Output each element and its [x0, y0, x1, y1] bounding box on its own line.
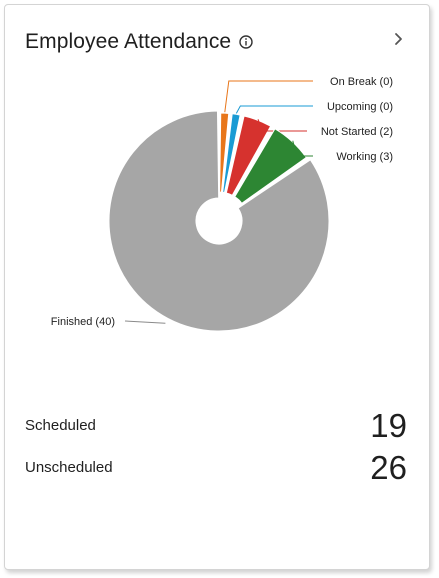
data-label-working: Working (3): [336, 151, 393, 163]
leader-line-finished: [124, 320, 166, 324]
donut-slice-not-started[interactable]: [225, 115, 272, 196]
data-label-on-break: On Break (0): [330, 76, 393, 88]
leader-line-not-started: [257, 119, 307, 132]
employee-attendance-card: Employee Attendance On Break (0) Upcoming…: [4, 4, 430, 570]
data-label-not-started: Not Started (2): [321, 126, 393, 138]
leader-line-upcoming: [235, 105, 313, 114]
donut-slice-finished[interactable]: [108, 110, 330, 332]
leader-line-on-break: [224, 80, 313, 113]
card-title: Employee Attendance: [25, 30, 232, 53]
info-icon[interactable]: [238, 34, 254, 50]
unscheduled-label: Unscheduled: [25, 459, 113, 476]
scheduled-value: 19: [370, 407, 407, 444]
donut-slice-on-break[interactable]: [219, 112, 230, 193]
donut-slice-upcoming[interactable]: [222, 113, 241, 194]
scheduled-label: Scheduled: [25, 417, 96, 434]
attendance-donut-chart: On Break (0) Upcoming (0) Not Started (2) W…: [51, 76, 393, 332]
data-label-finished: Finished (40): [51, 316, 115, 328]
chevron-right-icon[interactable]: [389, 29, 409, 49]
leader-line-working: [292, 140, 313, 157]
data-label-upcoming: Upcoming (0): [327, 101, 393, 113]
donut-slice-working[interactable]: [234, 128, 307, 204]
unscheduled-value: 26: [370, 449, 407, 486]
